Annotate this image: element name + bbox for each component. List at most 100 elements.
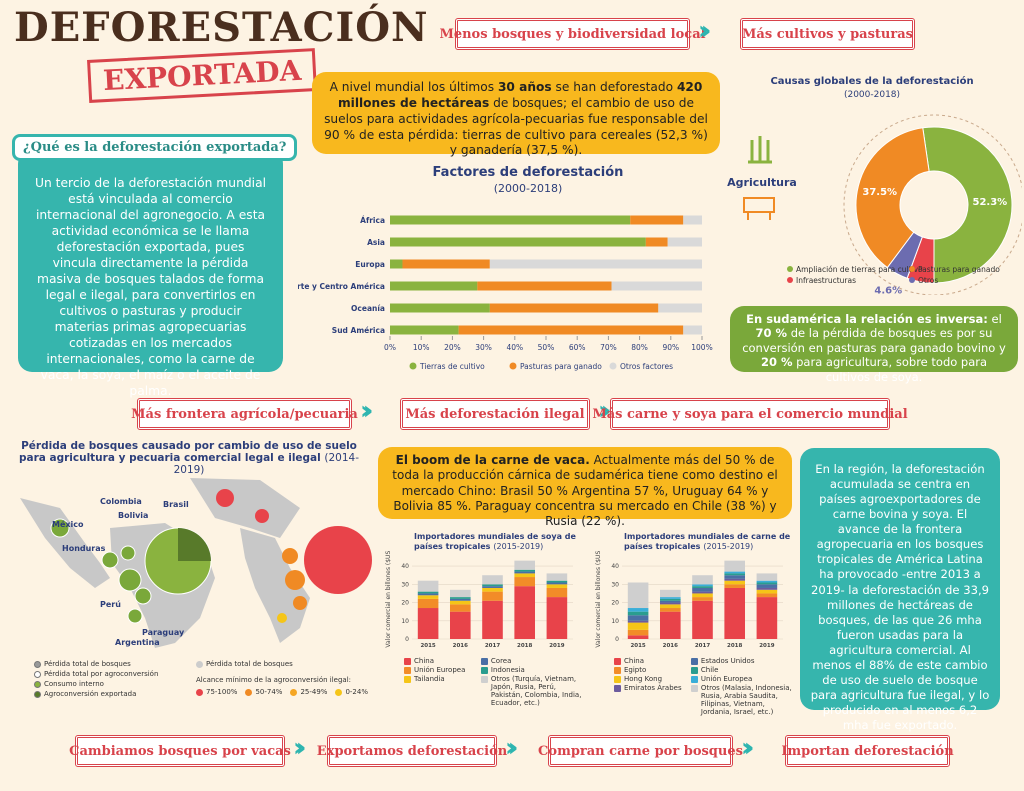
scale-item: 0-24%: [335, 688, 368, 697]
bar-segment: [756, 588, 778, 590]
x-tick-label: 100%: [691, 343, 712, 352]
chart-subtitle: (2000-2018): [494, 182, 563, 195]
legend-item: Estados Unidos: [690, 657, 793, 666]
pie-slice: [855, 127, 930, 269]
legend-label: Agroconversión exportada: [44, 690, 137, 699]
bar-segment: [724, 579, 746, 581]
map-bubble: [134, 587, 152, 605]
legend-item: Egipto: [614, 666, 687, 675]
bar-segment: [627, 611, 649, 616]
bar-segment: [514, 577, 536, 587]
factors-chart: Factores de deforestación (2000-2018) Áfri…: [298, 165, 713, 371]
bar-segment: [458, 325, 684, 335]
chart-subtitle: (2015-2019): [703, 541, 754, 551]
legend-label: Ampliación de tierras para cultivo: [796, 265, 923, 274]
bar-segment: [756, 584, 778, 589]
map-bubble: [127, 608, 143, 624]
legend-dot: [690, 685, 698, 693]
map-subtitle: (2014-2019): [173, 452, 360, 476]
text-part: 420 millones de hectáreas: [337, 80, 703, 110]
y-tick-label: 40: [611, 563, 619, 570]
chart-title-text: Importadores mundiales de carne de paíse…: [624, 532, 791, 551]
bar-segment: [489, 303, 659, 313]
text-part: se han deforestado: [551, 80, 677, 94]
chart-title: Causas globales de la deforestación: [770, 75, 973, 87]
legend-label: Otros factores: [620, 362, 673, 371]
bar-segment: [417, 591, 439, 594]
legend-label: China: [414, 657, 434, 666]
bar-segment: [692, 593, 713, 598]
ring: [843, 114, 1022, 295]
legend-label: Tierras de cultivo: [419, 362, 485, 371]
bar-segment: [514, 560, 536, 570]
bar-segment: [756, 580, 778, 583]
legend-dot: [609, 362, 617, 370]
icon: [743, 197, 775, 220]
x-tick-label: 40%: [506, 343, 523, 352]
legend-item: Pérdida total de bosques: [34, 660, 194, 668]
scale-item: 75-100%: [196, 688, 237, 697]
map-bubble: [304, 526, 372, 594]
soy-chart: Importadores mundiales de soya de países…: [378, 532, 583, 717]
region-body: En la región, la deforestación acumulada…: [810, 462, 990, 733]
data-label: 37.5%: [862, 187, 897, 198]
bar-segment: [489, 259, 702, 269]
data-label: 4.6%: [874, 285, 902, 295]
map-bubble: [120, 545, 136, 561]
country-label: Argentina: [115, 638, 160, 647]
country-label: Colombia: [100, 497, 142, 506]
text-part: El boom de la carne de vaca.: [395, 453, 590, 467]
map-section: Pérdida de bosques causado por cambio de…: [0, 438, 378, 718]
y-tick-label: 20: [401, 600, 409, 607]
bar-segment: [659, 602, 681, 605]
text-part: Actualmente más del 50 % de toda la prod…: [392, 453, 778, 529]
bar-segment: [659, 597, 681, 600]
legend-label: Pérdida total de bosques: [206, 660, 293, 668]
x-tick-label: 70%: [600, 343, 617, 352]
bar-segment: [514, 573, 536, 578]
flow-box: Más deforestación ilegal: [400, 398, 590, 430]
bar-segment: [645, 237, 668, 247]
legend-item: Corea: [480, 657, 583, 666]
scale-title: Alcance mínimo de la agroconversión ileg…: [196, 676, 351, 685]
bar-segment: [546, 584, 568, 589]
flow-arrow: ››: [360, 396, 374, 426]
x-tick-label: 2017: [695, 643, 710, 649]
bar-segment: [724, 584, 746, 589]
flow-arrow: ››: [293, 733, 307, 763]
bar-segment: [692, 586, 713, 589]
legend-label: Pérdida total de bosques: [44, 660, 131, 668]
plot: Valor comercial en billones ($US) 0 10 20 30…: [385, 549, 573, 649]
y-tick-label: África: [360, 216, 385, 225]
bar-segment: [627, 615, 649, 621]
flow-arrow: ››: [698, 16, 712, 46]
bar-segment: [627, 630, 649, 636]
bar-segment: [449, 600, 471, 605]
chart-title: Importadores mundiales de soya de países…: [378, 532, 583, 551]
legend-dot: [480, 676, 488, 684]
legend-dot: [34, 691, 41, 699]
legend-dot: [614, 685, 621, 693]
x-tick-label: 2019: [759, 643, 774, 649]
bar-segment: [390, 281, 478, 291]
bar-segment: [627, 635, 649, 640]
stamp: EXPORTADA: [87, 48, 318, 103]
world-box: A nivel mundial los últimos 30 años se h…: [312, 72, 720, 157]
flow-box: Más carne y soya para el comercio mundia…: [592, 398, 908, 430]
x-tick-label: 2016: [663, 643, 678, 649]
y-tick-label: Europa: [355, 260, 385, 269]
country-label: Paraguay: [142, 628, 185, 637]
bar-segment: [514, 569, 536, 572]
bar-segment: [449, 604, 471, 612]
legend-label: Otros (Malasia, Indonesia, Rusia, Arabia…: [700, 684, 792, 717]
y-tick-label: Asia: [367, 238, 385, 247]
legend-dot: [614, 667, 621, 675]
legend-item: Pérdida total por agroconversión: [34, 670, 194, 679]
legend-item: Otros (Turquía, Vietnam, Japón, Rusia, P…: [480, 675, 583, 707]
scale-dot: [196, 689, 203, 697]
icon: [748, 136, 772, 164]
y-tick-label: Norte y Centro América: [298, 282, 385, 291]
flow-box: Menos bosques y biodiversidad local: [439, 18, 706, 50]
bar-segment: [683, 215, 702, 225]
